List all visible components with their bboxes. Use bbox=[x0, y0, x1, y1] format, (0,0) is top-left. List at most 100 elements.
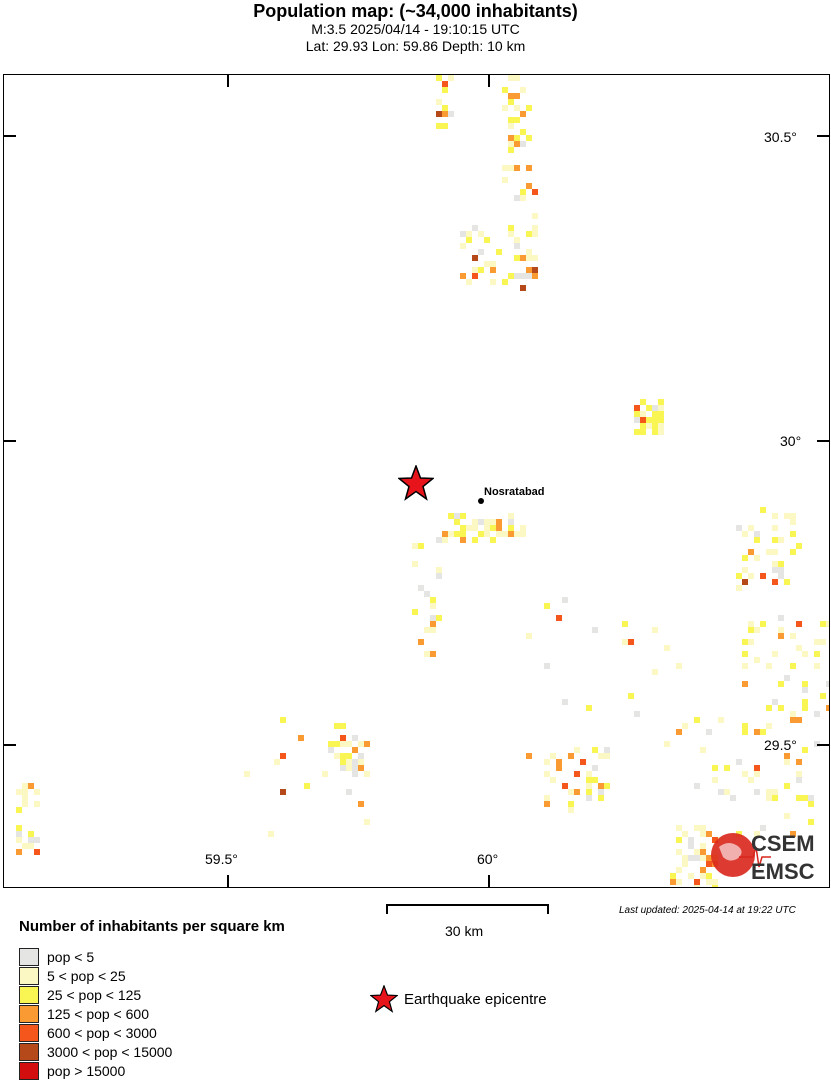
csem-emsc-logo: CSEM EMSC bbox=[711, 831, 815, 883]
population-cell bbox=[478, 519, 484, 525]
population-cell bbox=[460, 273, 466, 279]
population-cell bbox=[544, 801, 550, 807]
legend-label: 600 < pop < 3000 bbox=[47, 1024, 157, 1041]
population-cell bbox=[484, 519, 490, 525]
population-cell bbox=[346, 759, 352, 765]
population-cell bbox=[814, 711, 820, 717]
population-cell bbox=[742, 771, 748, 777]
city-marker[interactable] bbox=[478, 498, 484, 504]
population-cell bbox=[586, 783, 592, 789]
population-cell bbox=[700, 849, 706, 855]
population-cell bbox=[676, 879, 682, 885]
legend-item: pop < 5 bbox=[19, 947, 94, 966]
population-cell bbox=[706, 831, 712, 837]
population-cell bbox=[556, 759, 562, 765]
population-cell bbox=[706, 861, 712, 867]
population-cell bbox=[508, 147, 514, 153]
population-map[interactable]: 59.5° 60° 30.5° 30° 29.5° Nosratabad CSE… bbox=[3, 74, 830, 888]
population-cell bbox=[742, 579, 748, 585]
population-cell bbox=[544, 663, 550, 669]
population-cell bbox=[412, 609, 418, 615]
population-cell bbox=[526, 633, 532, 639]
population-cell bbox=[526, 273, 532, 279]
population-cell bbox=[478, 531, 484, 537]
population-cell bbox=[430, 597, 436, 603]
population-cell bbox=[304, 783, 310, 789]
population-cell bbox=[658, 423, 664, 429]
population-cell bbox=[688, 837, 694, 843]
population-cell bbox=[334, 723, 340, 729]
population-cell bbox=[22, 795, 28, 801]
population-cell bbox=[334, 753, 340, 759]
lat-label: 30° bbox=[780, 433, 802, 449]
population-cell bbox=[514, 105, 520, 111]
population-cell bbox=[514, 243, 520, 249]
lat-label: 29.5° bbox=[764, 737, 797, 753]
population-cell bbox=[28, 837, 34, 843]
population-cell bbox=[658, 429, 664, 435]
population-cell bbox=[532, 231, 538, 237]
population-cell bbox=[586, 777, 592, 783]
population-cell bbox=[514, 93, 520, 99]
population-cell bbox=[760, 729, 766, 735]
population-cell bbox=[526, 255, 532, 261]
population-cell bbox=[754, 657, 760, 663]
population-cell bbox=[454, 531, 460, 537]
event-location: Lat: 29.93 Lon: 59.86 Depth: 10 km bbox=[305, 38, 526, 54]
population-cell bbox=[448, 531, 454, 537]
population-cell bbox=[754, 789, 760, 795]
population-cell bbox=[22, 783, 28, 789]
population-cell bbox=[526, 753, 532, 759]
lon-label: 59.5° bbox=[205, 851, 238, 867]
population-cell bbox=[712, 765, 718, 771]
population-cell bbox=[742, 663, 748, 669]
population-cell bbox=[508, 165, 514, 171]
population-cell bbox=[352, 735, 358, 741]
population-cell bbox=[820, 693, 826, 699]
population-cell bbox=[532, 267, 538, 273]
population-cell bbox=[424, 651, 430, 657]
population-cell bbox=[478, 267, 484, 273]
population-cell bbox=[586, 789, 592, 795]
population-cell bbox=[808, 819, 814, 825]
population-cell bbox=[352, 765, 358, 771]
population-cell bbox=[790, 513, 796, 519]
population-cell bbox=[772, 549, 778, 555]
epicentre-star-icon[interactable] bbox=[398, 465, 434, 501]
scale-bar bbox=[386, 904, 549, 914]
population-cell bbox=[424, 591, 430, 597]
population-cell bbox=[280, 789, 286, 795]
population-cell bbox=[814, 663, 820, 669]
population-cell bbox=[508, 513, 514, 519]
population-cell bbox=[598, 783, 604, 789]
population-cell bbox=[802, 699, 808, 705]
population-cell bbox=[820, 621, 826, 627]
population-cell bbox=[448, 75, 454, 81]
population-cell bbox=[22, 801, 28, 807]
population-cell bbox=[772, 789, 778, 795]
population-cell bbox=[772, 579, 778, 585]
population-cell bbox=[352, 747, 358, 753]
population-cell bbox=[604, 783, 610, 789]
population-cell bbox=[694, 855, 700, 861]
population-cell bbox=[706, 879, 712, 885]
population-cell bbox=[568, 753, 574, 759]
population-cell bbox=[358, 765, 364, 771]
population-cell bbox=[508, 525, 514, 531]
population-cell bbox=[484, 525, 490, 531]
population-cell bbox=[520, 189, 526, 195]
population-cell bbox=[622, 639, 628, 645]
population-cell bbox=[580, 759, 586, 765]
population-cell bbox=[646, 405, 652, 411]
population-cell bbox=[622, 621, 628, 627]
population-cell bbox=[436, 567, 442, 573]
population-cell bbox=[754, 531, 760, 537]
population-cell bbox=[640, 399, 646, 405]
population-cell bbox=[352, 771, 358, 777]
population-cell bbox=[802, 681, 808, 687]
last-updated: Last updated: 2025-04-14 at 19:22 UTC bbox=[619, 905, 796, 916]
population-cell bbox=[472, 225, 478, 231]
population-cell bbox=[442, 87, 448, 93]
population-cell bbox=[640, 417, 646, 423]
population-cell bbox=[574, 747, 580, 753]
